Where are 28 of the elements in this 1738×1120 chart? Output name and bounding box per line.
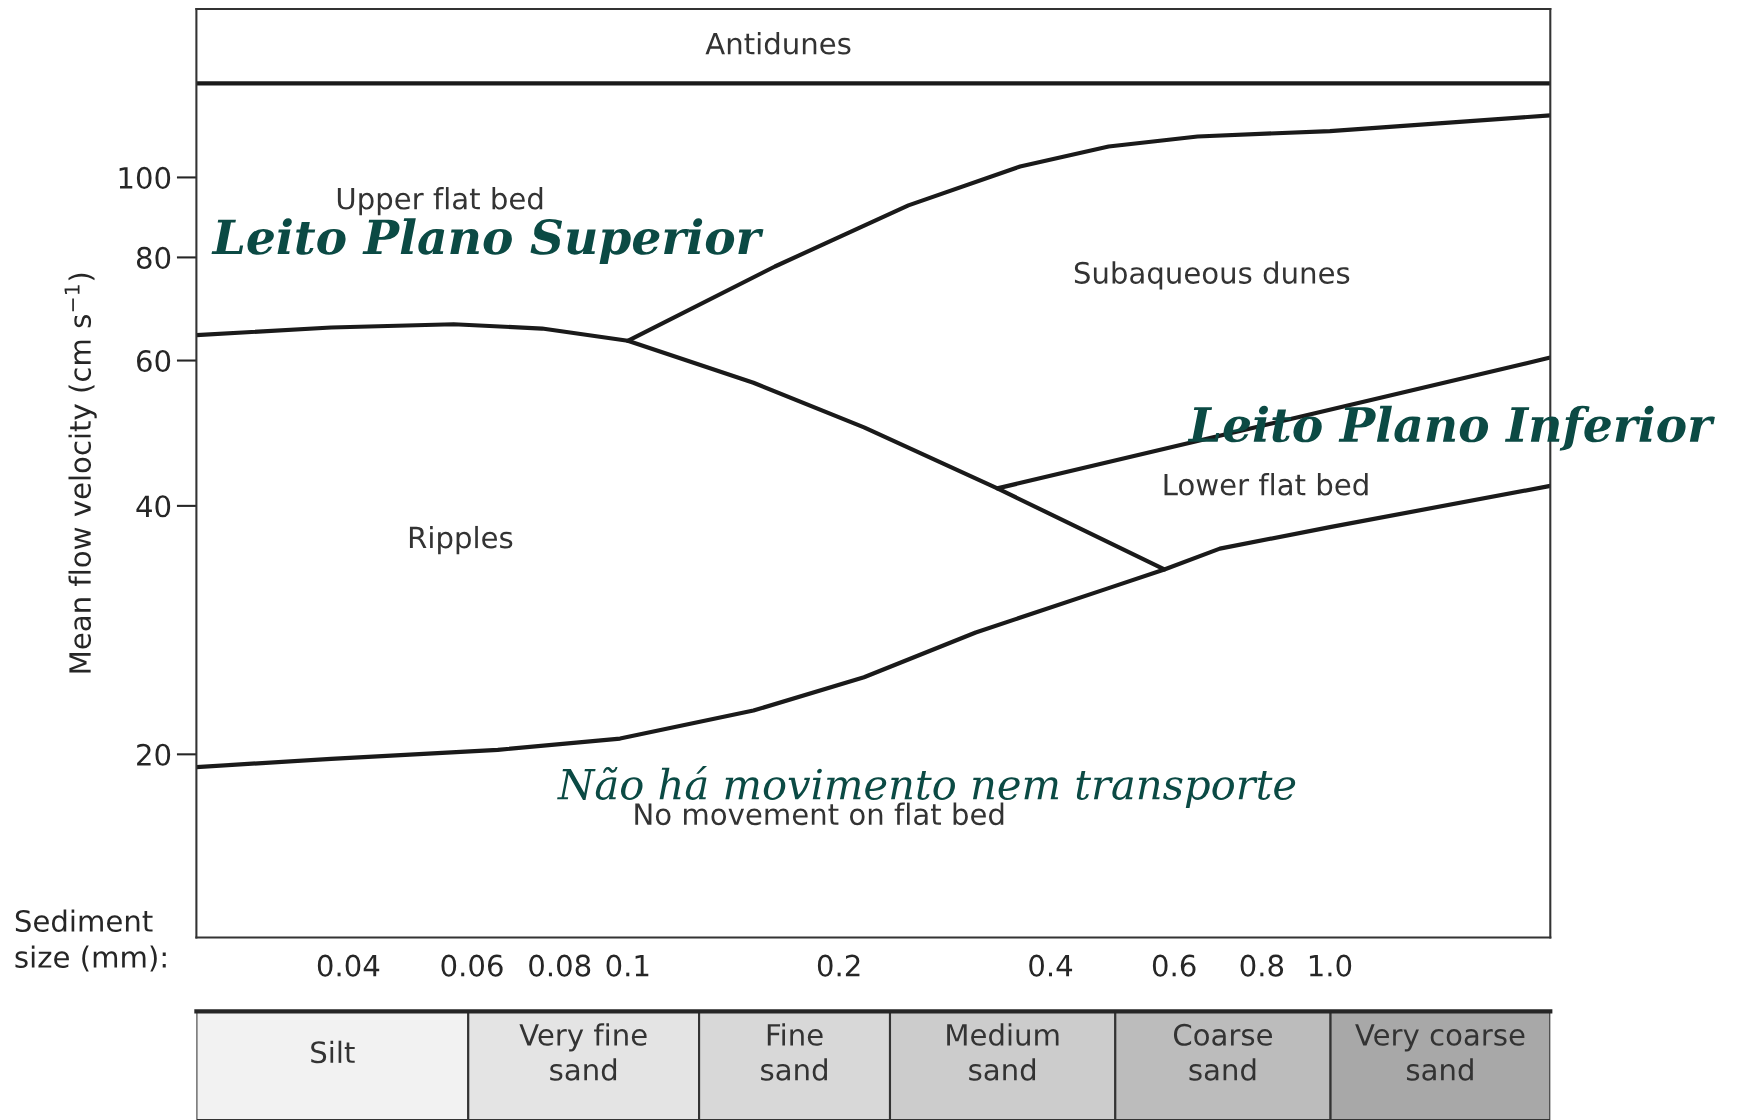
y-tick-label: 40 xyxy=(136,495,171,518)
x-tick-label: 0.4 xyxy=(1029,954,1073,977)
annotation: Subaqueous dunes xyxy=(1074,261,1350,290)
annotation: Ripples xyxy=(409,525,513,555)
y-tick-label: 80 xyxy=(136,246,171,269)
y-tick-label: 20 xyxy=(137,743,171,766)
text: Very fine sand xyxy=(519,1023,647,1081)
x-tick-label: 0.08 xyxy=(529,954,591,977)
x-tick-label: 0.2 xyxy=(817,954,860,977)
x-tick-label: 0.8 xyxy=(1240,954,1284,977)
text: Very coarse sand xyxy=(1355,1024,1525,1081)
y-tick-label: 60 xyxy=(137,349,171,373)
annotation: Upper flat bed xyxy=(337,187,543,216)
y-tick-label: 100 xyxy=(119,166,171,189)
annotation: Leito Plano Superior xyxy=(211,218,764,264)
text: Coarse sand xyxy=(1173,1023,1272,1081)
x-tick-label: 0.6 xyxy=(1152,954,1196,977)
y-axis-title: Mean flow velocity (cm s$^{−1}$) xyxy=(64,273,97,673)
text: Fine sand xyxy=(761,1023,827,1081)
x-tick-label: 1.0 xyxy=(1309,954,1352,977)
annotation: Lower flat bed xyxy=(1164,473,1368,496)
x-tick-label: 0.04 xyxy=(317,954,380,977)
annotation: Antidunes xyxy=(705,31,851,55)
x-tick-label: 0.1 xyxy=(606,954,649,977)
text: Medium sand xyxy=(947,1023,1059,1081)
x-tick-label: 0.06 xyxy=(441,954,503,977)
text: Silt xyxy=(311,1040,355,1064)
x-axis-title: Sediment size (mm): xyxy=(15,909,166,972)
